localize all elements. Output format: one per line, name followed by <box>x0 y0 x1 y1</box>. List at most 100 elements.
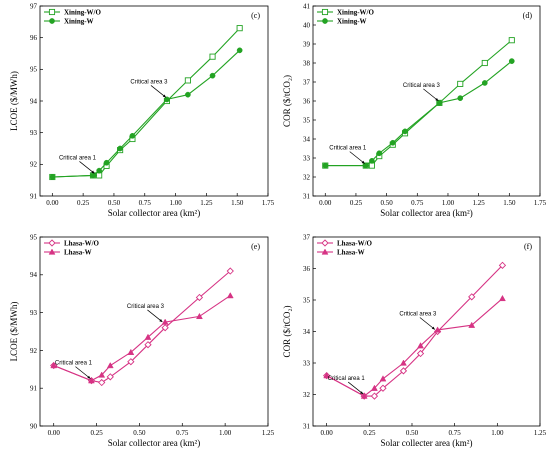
y-tick-label: 32 <box>303 173 311 181</box>
x-tick-label: 0.75 <box>449 429 462 437</box>
legend-marker <box>48 248 56 255</box>
y-tick-label: 95 <box>30 233 38 241</box>
annotation-arrowhead <box>159 319 163 322</box>
data-point <box>457 80 464 87</box>
y-axis-title: COR ($/tCO₂) <box>282 75 292 127</box>
y-tick-label: 95 <box>30 66 38 74</box>
annotation-arrowhead <box>431 326 435 330</box>
data-point <box>400 359 407 366</box>
x-tick-label: 1.00 <box>169 199 182 207</box>
annotation-arrow <box>349 151 365 164</box>
series-lhasa-w-o <box>323 261 507 400</box>
plot-frame <box>312 5 541 197</box>
x-tick-label: 1.00 <box>219 429 232 437</box>
annotation-text: Critical area 1 <box>59 155 97 161</box>
x-axis-title: Solar collecter area (km²) <box>381 438 473 448</box>
y-tick-label: 90 <box>30 422 38 430</box>
data-point <box>129 132 136 139</box>
data-point <box>144 341 152 349</box>
annotation-arrowhead <box>87 375 91 379</box>
annotation-arrowhead <box>361 160 365 164</box>
y-tick-label: 31 <box>303 192 311 200</box>
annotation-arrow <box>150 85 167 98</box>
annotation: Critical area 3 <box>127 304 165 323</box>
data-point <box>236 25 243 32</box>
y-tick-label: 91 <box>30 192 38 200</box>
x-tick-label: 0.50 <box>406 429 419 437</box>
legend-marker <box>48 8 56 16</box>
data-point <box>209 53 216 60</box>
data-point <box>481 59 488 67</box>
data-point <box>185 91 191 98</box>
data-point <box>96 172 103 179</box>
data-point <box>416 349 425 358</box>
data-point <box>499 294 506 302</box>
data-point <box>369 158 375 164</box>
y-tick-label: 35 <box>303 116 311 124</box>
series-line <box>325 60 513 167</box>
x-tick-label: 1.50 <box>231 199 244 207</box>
chart-panel-d: 0.00 0.25 0.50 0.75 1.00 1.25 1.50 1.75 31 32 33 34… <box>282 2 547 218</box>
data-point <box>161 318 169 325</box>
x-tick-label: 1.00 <box>442 199 455 207</box>
x-tick-label: 1.25 <box>200 199 213 207</box>
y-tick-label: 34 <box>303 328 311 336</box>
y-tick-label: 93 <box>30 309 38 317</box>
y-tick-label: 33 <box>303 359 311 367</box>
data-point <box>362 162 369 169</box>
data-point <box>164 96 170 103</box>
data-point <box>117 145 123 152</box>
panel-label: (d) <box>523 11 533 20</box>
legend-marker <box>322 18 328 24</box>
y-tick-label: 41 <box>303 2 311 10</box>
series-lhasa-w <box>50 292 234 384</box>
data-point <box>457 95 464 102</box>
y-tick-label: 36 <box>303 265 311 273</box>
annotation: Critical area 3 <box>403 83 441 102</box>
annotation-arrow <box>347 381 364 395</box>
y-tick-label: 31 <box>303 422 311 430</box>
series-line <box>52 49 241 178</box>
data-point <box>236 47 243 54</box>
x-tick-label: 0.50 <box>380 199 393 207</box>
data-point <box>468 321 476 328</box>
x-tick-label: 0.00 <box>46 199 59 207</box>
data-point <box>184 77 191 84</box>
annotation-arrowhead <box>162 94 166 98</box>
annotation-text: Critical area 3 <box>130 79 168 85</box>
x-axis-title: Solar collector area (km²) <box>108 438 200 448</box>
data-point <box>144 333 152 340</box>
y-tick-label: 38 <box>303 59 311 67</box>
data-point <box>127 348 135 355</box>
data-point <box>90 172 96 179</box>
data-point <box>389 139 396 146</box>
data-point <box>106 362 114 369</box>
annotation-text: Critical area 3 <box>127 304 165 310</box>
annotation-text: Critical area 1 <box>55 361 93 367</box>
x-tick-label: 0.25 <box>350 199 363 207</box>
y-tick-label: 92 <box>30 161 38 169</box>
y-tick-label: 94 <box>30 271 38 279</box>
y-tick-label: 92 <box>30 347 38 355</box>
panel-label: (f) <box>524 242 532 251</box>
annotation-text: Critical area 3 <box>403 83 441 89</box>
annotation-arrowhead <box>91 170 95 174</box>
data-point <box>402 128 408 135</box>
x-tick-label: 1.25 <box>534 429 547 437</box>
data-point <box>195 293 204 302</box>
series-xining-w <box>49 47 243 180</box>
y-tick-label: 32 <box>303 391 311 399</box>
annotation: Critical area 1 <box>329 146 367 164</box>
legend-marker <box>321 8 329 16</box>
annotation: Critical area 3 <box>399 312 437 330</box>
series-lhasa-w-o <box>50 267 234 387</box>
y-tick-label: 93 <box>30 129 38 137</box>
annotation-text: Critical area 1 <box>329 146 367 152</box>
y-tick-label: 34 <box>303 135 311 143</box>
data-point <box>498 261 507 269</box>
x-tick-label: 0.00 <box>321 429 334 437</box>
data-point <box>436 100 443 106</box>
